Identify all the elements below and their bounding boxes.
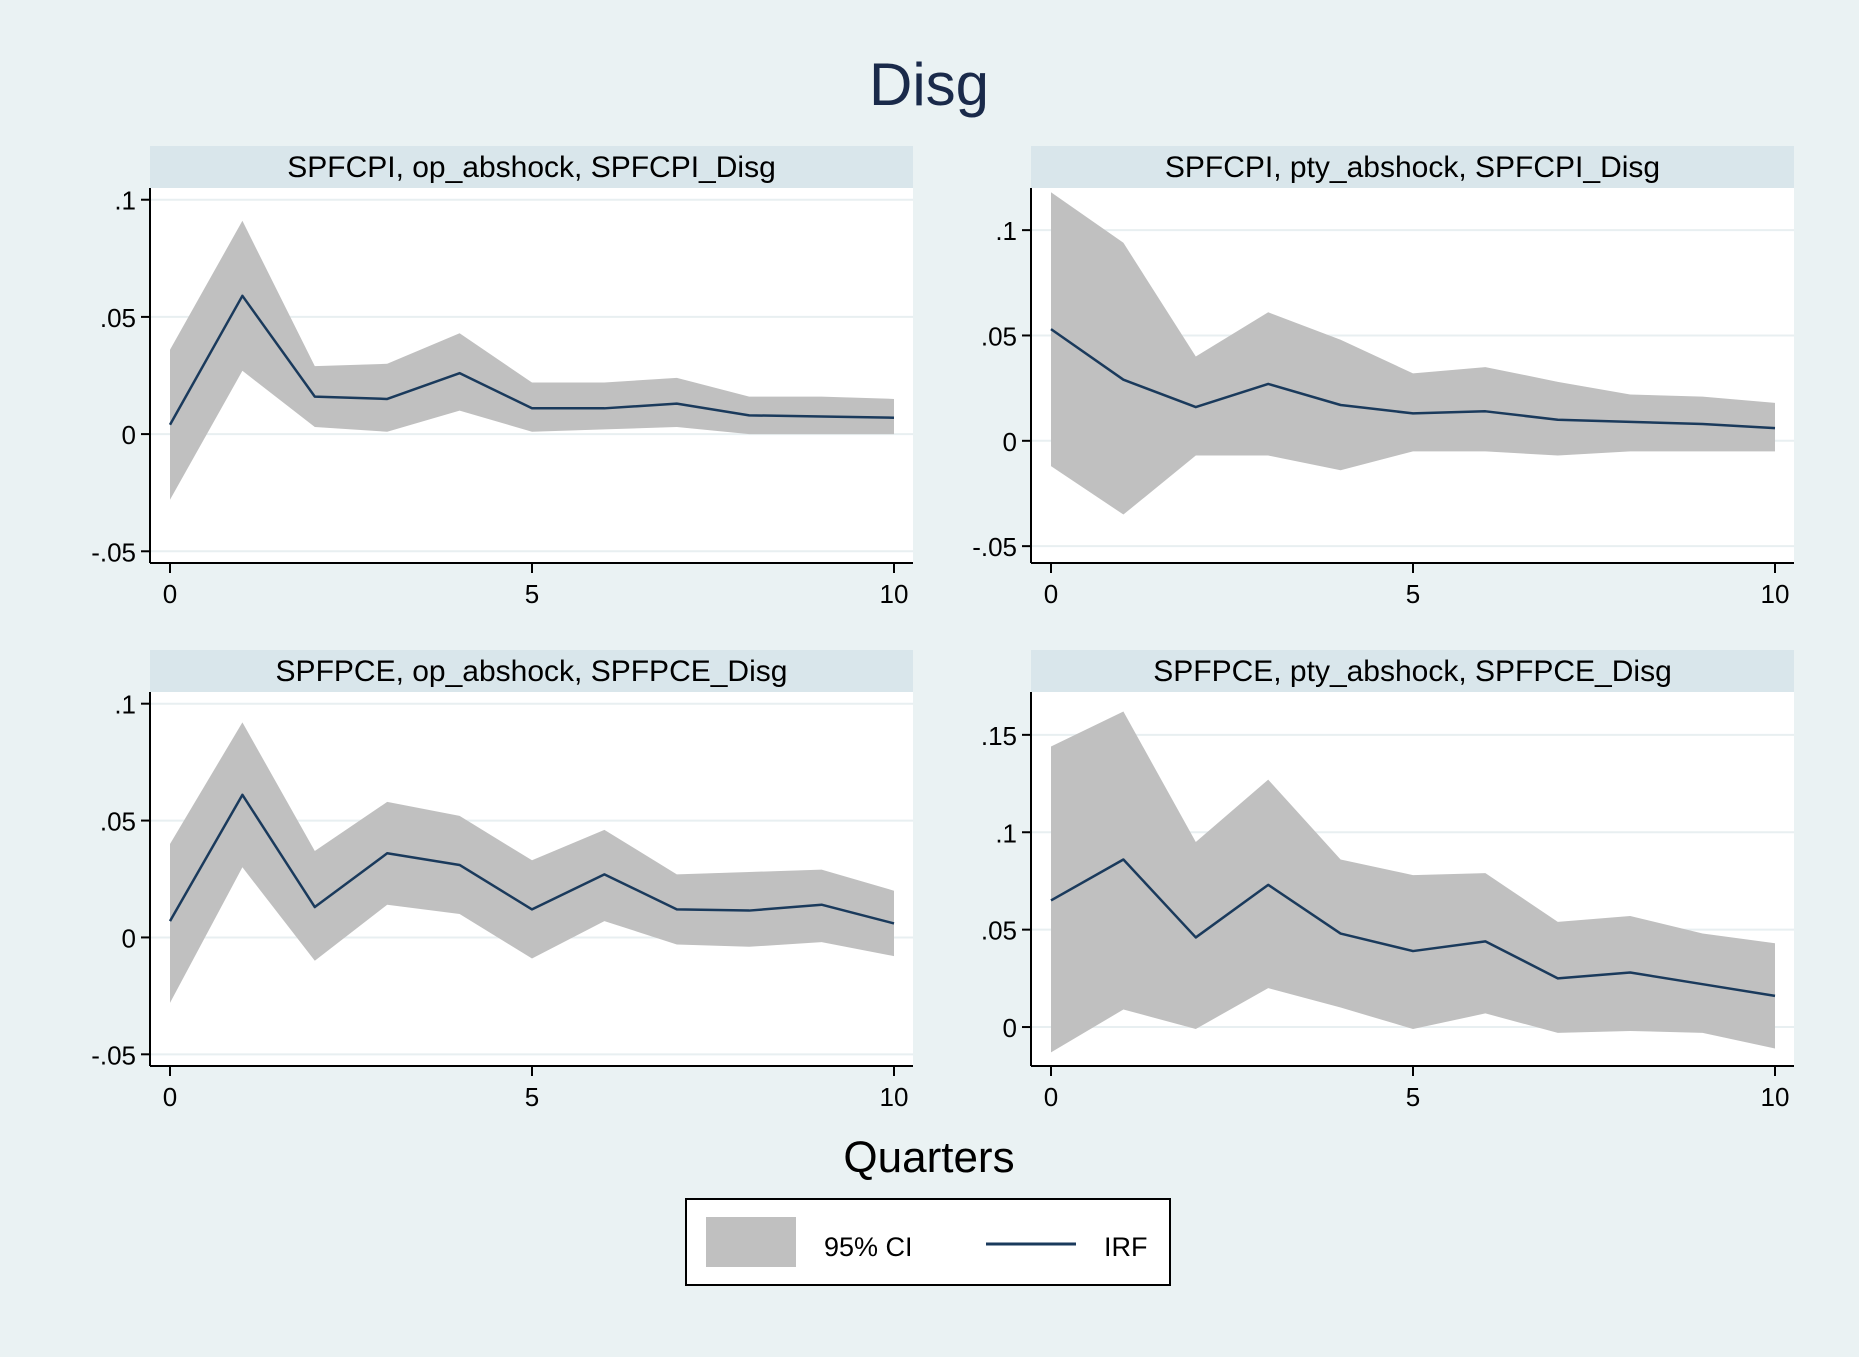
y-tick-label: 0 — [122, 923, 136, 953]
panel-title: SPFCPI, pty_abshock, SPFCPI_Disg — [1165, 151, 1660, 184]
panel-header — [1031, 146, 1794, 188]
legend: 95% CI IRF — [685, 1198, 1171, 1286]
y-tick-label: .05 — [981, 321, 1017, 351]
x-tick-label: 5 — [1406, 1082, 1420, 1112]
panel-3: SPFPCE, op_abshock, SPFPCE_Disg -.05 0 .05.… — [91, 650, 913, 1112]
panel-2: SPFCPI, pty_abshock, SPFCPI_Disg -.05 0 .05… — [972, 146, 1794, 609]
y-tick-label: 0 — [1003, 1013, 1017, 1043]
x-tick-label: 0 — [1044, 579, 1058, 609]
ci-band — [170, 722, 894, 1003]
y-tick-label: .1 — [114, 690, 136, 720]
x-tick-label: 5 — [525, 1082, 539, 1112]
x-tick-label: 0 — [163, 1082, 177, 1112]
irf-line — [168, 294, 895, 426]
panel-header — [1031, 650, 1794, 692]
y-tick-label: -.05 — [91, 1040, 136, 1070]
panels: SPFCPI, op_abshock, SPFCPI_Disg -.05 0 .05.… — [91, 146, 1794, 1112]
ci-band — [1051, 192, 1775, 515]
legend-band-label: 95% CI — [824, 1232, 913, 1262]
y-tick-label: .05 — [981, 916, 1017, 946]
x-tick-label: 10 — [880, 1082, 909, 1112]
figure-title: Disg — [869, 51, 989, 118]
y-tick-label: .15 — [981, 721, 1017, 751]
panel-1: SPFCPI, op_abshock, SPFCPI_Disg -.05 0 .05.… — [91, 146, 913, 609]
panel-4: SPFPCE, pty_abshock, SPFPCE_Disg 0 .05 .1 .1… — [981, 650, 1794, 1112]
x-axis-title: Quarters — [843, 1133, 1014, 1182]
legend-band-swatch — [706, 1217, 796, 1267]
x-tick-label: 10 — [1761, 1082, 1790, 1112]
legend-line-label: IRF — [1104, 1232, 1148, 1262]
irf-line — [1050, 328, 1776, 430]
x-tick-label: 5 — [525, 579, 539, 609]
x-tick-label: 5 — [1406, 579, 1420, 609]
y-tick-label: 0 — [1003, 427, 1017, 457]
panel-title: SPFCPI, op_abshock, SPFCPI_Disg — [287, 151, 776, 184]
x-tick-label: 0 — [1044, 1082, 1058, 1112]
ci-band — [170, 220, 894, 500]
x-tick-label: 10 — [880, 579, 909, 609]
x-tick-label: 0 — [163, 579, 177, 609]
y-tick-label: .1 — [995, 818, 1017, 848]
y-tick-label: -.05 — [972, 532, 1017, 562]
panel-title: SPFPCE, pty_abshock, SPFPCE_Disg — [1153, 655, 1672, 688]
y-tick-label: .05 — [100, 807, 136, 837]
y-tick-label: -.05 — [91, 537, 136, 567]
ci-band — [1051, 711, 1775, 1053]
y-tick-label: .1 — [114, 186, 136, 216]
panel-title: SPFPCE, op_abshock, SPFPCE_Disg — [276, 655, 788, 688]
x-tick-label: 10 — [1761, 579, 1790, 609]
panel-header — [150, 650, 913, 692]
y-tick-label: 0 — [122, 420, 136, 450]
irf-line — [1050, 858, 1776, 998]
irf-line — [168, 793, 895, 925]
y-tick-label: .05 — [100, 303, 136, 333]
y-tick-label: .1 — [995, 216, 1017, 246]
panel-header — [150, 146, 913, 188]
